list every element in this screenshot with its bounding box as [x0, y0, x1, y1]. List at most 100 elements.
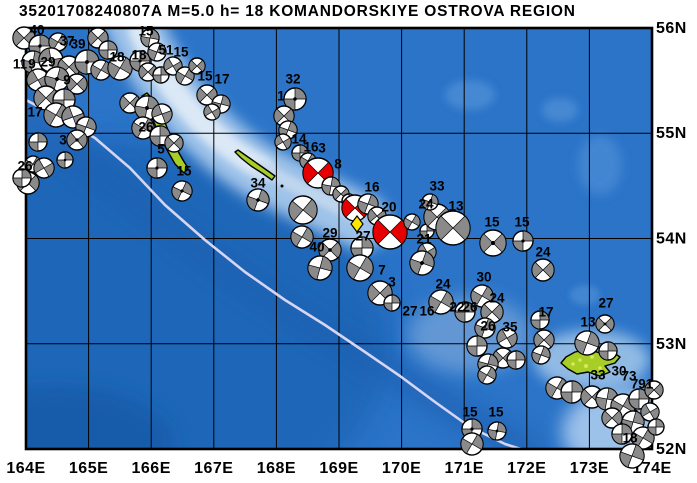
focal-mechanism	[644, 380, 664, 400]
focal-mechanism	[530, 310, 550, 330]
depth-label: 24	[435, 277, 451, 292]
depth-label: 26	[17, 159, 33, 174]
depth-label: 15	[173, 45, 189, 60]
focal-mechanism	[357, 193, 379, 215]
depth-label: 27	[402, 304, 417, 319]
focal-mechanism	[290, 225, 314, 249]
depth-label: 18	[109, 50, 125, 65]
focal-mechanism	[288, 195, 318, 225]
island-spot	[590, 355, 594, 359]
depth-label: 21	[416, 232, 432, 247]
depth-label: 37	[59, 34, 74, 49]
depth-label: 20	[381, 200, 396, 215]
focal-mechanism	[598, 341, 618, 361]
focal-mechanism	[466, 335, 488, 357]
focal-mechanism	[428, 289, 454, 315]
focal-mechanism	[480, 300, 504, 324]
depth-label: 15	[484, 215, 500, 230]
lat-label: 52N	[656, 441, 687, 458]
focal-mechanism	[246, 188, 270, 212]
bathymetry-shade	[570, 285, 600, 305]
focal-mechanism	[640, 402, 660, 422]
focal-mechanism	[33, 157, 55, 179]
depth-label: 3	[318, 141, 326, 156]
focal-mechanism	[531, 345, 551, 365]
lon-label: 168E	[257, 460, 296, 477]
depth-label: 30	[611, 364, 626, 379]
depth-label: 32	[285, 72, 300, 87]
lon-label: 169E	[319, 460, 358, 477]
depth-label: 5	[157, 142, 165, 157]
bathymetry-shade	[445, 80, 495, 110]
focal-mechanism	[203, 103, 221, 121]
lat-label: 54N	[656, 231, 687, 248]
focal-mechanism	[146, 157, 168, 179]
focal-mechanism	[28, 132, 48, 152]
depth-label: 9	[63, 73, 71, 88]
focal-mechanism	[66, 73, 88, 95]
lon-label: 174E	[632, 460, 671, 477]
depth-label: 16	[364, 180, 380, 195]
focal-mechanism	[574, 330, 600, 356]
lon-label: 164E	[6, 460, 45, 477]
depth-label: 39	[70, 37, 85, 52]
depth-label: 13	[580, 315, 596, 330]
focal-mechanism	[506, 350, 526, 370]
focal-mechanism	[628, 388, 650, 410]
focal-mechanism	[140, 28, 160, 48]
lon-label: 166E	[132, 460, 171, 477]
depth-label: 15	[514, 215, 530, 230]
focal-mechanism	[274, 133, 292, 151]
lon-label: 167E	[194, 460, 233, 477]
depth-label: 16	[419, 304, 435, 319]
bathymetry-shade	[26, 385, 175, 449]
focal-mechanism	[307, 255, 333, 281]
depth-label: 27	[598, 296, 613, 311]
focal-mechanism	[98, 40, 118, 60]
depth-label: 33	[590, 368, 606, 383]
depth-label: 14	[291, 132, 307, 147]
depth-label: 35	[502, 320, 518, 335]
focal-mechanism	[619, 443, 645, 469]
depth-label: 26	[462, 300, 478, 315]
depth-label: 17	[27, 105, 42, 120]
lat-label: 56N	[656, 20, 687, 37]
depth-label: 13	[448, 199, 464, 214]
depth-label: 26	[480, 319, 496, 334]
islet-dot	[280, 184, 284, 188]
depth-label: 7	[378, 263, 386, 278]
lon-label: 165E	[69, 460, 108, 477]
trench-line	[26, 98, 526, 449]
depth-label: 18	[622, 431, 638, 446]
focal-mechanism	[647, 418, 665, 436]
focal-mechanism	[196, 84, 218, 106]
depth-label: 15	[488, 405, 504, 420]
depth-label: 15	[138, 24, 154, 39]
island-spot	[571, 362, 575, 366]
bathymetry-shade	[578, 135, 622, 195]
depth-label: 30	[476, 270, 491, 285]
depth-label: 51	[158, 43, 174, 58]
island-spot	[598, 366, 602, 370]
focal-mechanism	[454, 301, 476, 323]
lon-label: 173E	[570, 460, 609, 477]
depth-label: 22	[449, 300, 464, 315]
depth-label: 26	[138, 120, 154, 135]
focal-mechanism	[595, 314, 615, 334]
page-title: 35201708240807A M=5.0 h= 18 KOMANDORSKIY…	[19, 3, 576, 20]
focal-mechanism	[56, 151, 74, 169]
lon-label: 170E	[382, 460, 421, 477]
focal-mechanism	[171, 180, 193, 202]
focal-mechanism	[474, 317, 496, 339]
depth-label: 29	[322, 226, 337, 241]
focal-mechanism	[435, 210, 471, 246]
event-marker	[350, 215, 364, 233]
focal-mechanism	[611, 423, 633, 445]
depth-label: 11	[13, 57, 28, 72]
depth-label: 8	[334, 157, 342, 172]
focal-mechanism	[421, 193, 439, 211]
focal-mechanism	[383, 294, 401, 312]
depth-label: 40	[29, 23, 44, 38]
